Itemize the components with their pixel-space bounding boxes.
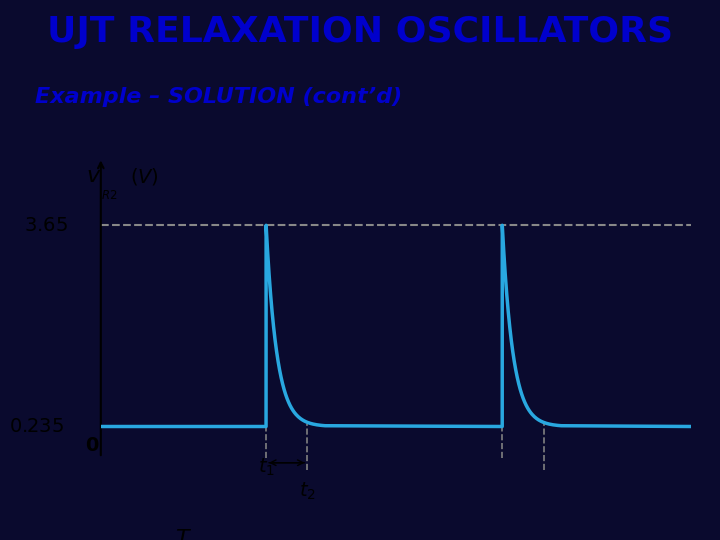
Text: $v$: $v$ [86, 166, 102, 186]
Text: UJT RELAXATION OSCILLATORS: UJT RELAXATION OSCILLATORS [47, 16, 673, 49]
Text: $3.65$: $3.65$ [24, 216, 68, 235]
Text: $t_2$: $t_2$ [299, 480, 316, 502]
Text: Example – SOLUTION (cont’d): Example – SOLUTION (cont’d) [35, 87, 402, 107]
Text: $0.235$: $0.235$ [9, 417, 64, 436]
Text: $\mathbf{0}$: $\mathbf{0}$ [85, 436, 99, 455]
Text: $T$: $T$ [175, 529, 192, 540]
Text: $t_1$: $t_1$ [258, 457, 274, 478]
Text: $_{R2}$: $_{R2}$ [101, 184, 117, 202]
Text: $(V)$: $(V)$ [130, 166, 159, 187]
